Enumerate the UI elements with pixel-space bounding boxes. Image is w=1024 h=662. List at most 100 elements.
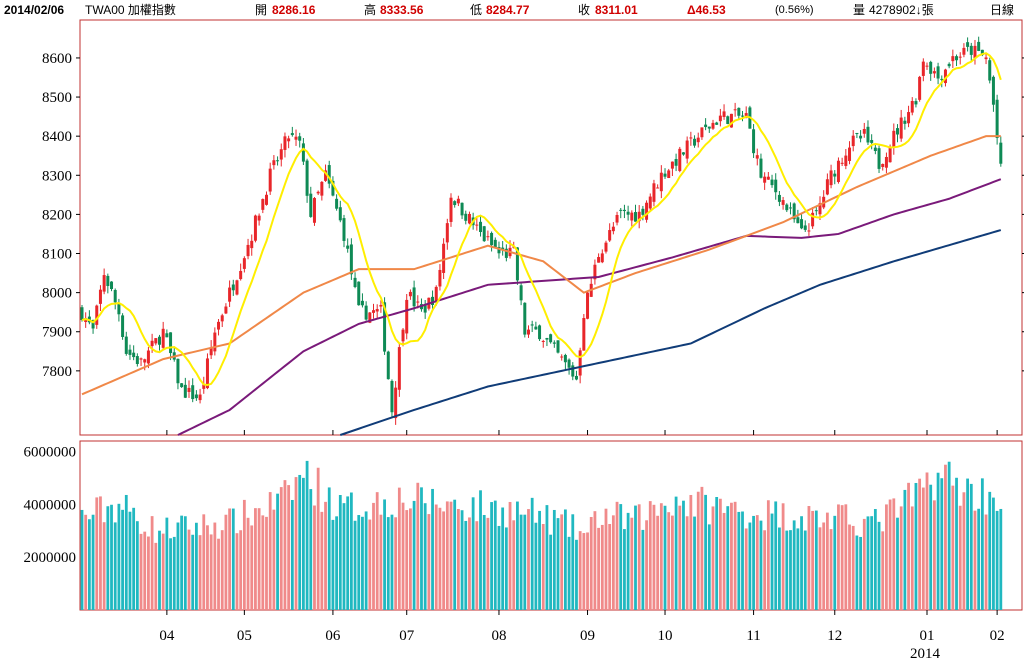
candle-body: [951, 56, 955, 62]
candle-body: [146, 350, 150, 364]
candle-body: [464, 213, 468, 221]
volume-bar: [563, 509, 567, 610]
volume-value: 4278902↓張: [869, 3, 934, 17]
candle-body: [611, 226, 615, 232]
volume-bar: [722, 512, 726, 610]
volume-bar: [431, 488, 434, 610]
candle-body: [261, 199, 265, 210]
volume-bar: [862, 518, 866, 610]
candle-body: [825, 179, 829, 195]
volume-bar: [907, 482, 910, 610]
price-tick-label: 7800: [42, 364, 72, 380]
volume-bar: [785, 530, 789, 610]
volume-bar: [575, 539, 578, 610]
candle-body: [674, 158, 678, 166]
volume-bar: [504, 527, 508, 610]
candle-body: [991, 76, 995, 105]
volume-bar: [361, 516, 364, 610]
volume-bar: [475, 521, 479, 610]
candle-body: [873, 147, 877, 152]
volume-bar: [87, 519, 91, 610]
volume-bar: [995, 510, 999, 610]
candle-body: [966, 42, 970, 47]
volume-bar: [958, 505, 962, 610]
volume-bar: [730, 502, 733, 610]
candle-body: [973, 45, 977, 59]
volume-bar: [877, 521, 881, 610]
close-value: 8311.01: [595, 3, 638, 17]
candle-body: [346, 245, 350, 249]
candle-body: [814, 210, 818, 212]
candle-body: [851, 135, 855, 147]
volume-bar: [161, 533, 165, 610]
price-panel-frame: [79, 19, 1023, 436]
volume-bar: [988, 491, 992, 610]
change-percent: (0.56%): [775, 4, 814, 16]
ma-mid-line: [81, 135, 1001, 396]
candle-body: [504, 248, 508, 258]
candle-body: [663, 173, 667, 177]
candle-body: [242, 258, 246, 269]
volume-bar: [630, 517, 634, 610]
candle-body: [386, 351, 390, 380]
volume-bar: [541, 523, 545, 610]
candle-body: [353, 277, 357, 288]
volume-bar: [549, 534, 553, 610]
candle-body: [604, 242, 608, 252]
volume-bar: [803, 530, 807, 610]
volume-bar: [206, 525, 209, 610]
candle-body: [884, 156, 888, 168]
candle-body: [449, 197, 453, 222]
candle-body: [515, 247, 519, 281]
candle-body: [305, 160, 309, 196]
candle-body: [593, 264, 597, 280]
candle-body: [859, 135, 863, 139]
volume-bar: [497, 525, 501, 610]
volume-bar: [132, 507, 136, 610]
volume-bar: [663, 505, 667, 610]
volume-bar: [290, 499, 294, 610]
volume-bar: [748, 522, 752, 610]
candle-body: [456, 198, 460, 204]
candle-body: [984, 57, 988, 60]
candle-body: [929, 61, 933, 74]
volume-bar: [634, 505, 637, 610]
candle-body: [431, 296, 435, 305]
volume-bar: [150, 516, 154, 610]
candle-body: [375, 309, 379, 312]
month-label: 06: [325, 628, 341, 644]
volume-bar: [678, 505, 682, 610]
candle-body: [836, 160, 840, 182]
close-label: 收: [578, 3, 591, 17]
candle-body: [696, 137, 700, 143]
volume-bar: [671, 515, 674, 610]
candle-body: [578, 350, 582, 376]
volume-bar: [707, 524, 711, 610]
volume-bar: [508, 501, 512, 610]
volume-bar: [368, 519, 372, 610]
candle-body: [294, 136, 298, 140]
volume-bar: [984, 514, 988, 610]
volume-bar: [187, 529, 191, 610]
candle-body: [80, 307, 84, 321]
volume-bar: [313, 505, 316, 610]
candle-body: [641, 208, 645, 215]
candle-body: [707, 126, 711, 129]
candle-body: [969, 45, 973, 55]
volume-bar: [545, 505, 549, 610]
candle-body: [552, 342, 556, 344]
volume-bar: [420, 487, 423, 610]
volume-bar: [324, 501, 327, 610]
volume-bar: [918, 478, 922, 610]
candle-body: [523, 302, 527, 335]
candle-body: [327, 165, 331, 184]
volume-bar: [848, 524, 851, 610]
volume-bar: [261, 515, 265, 610]
volume-tick-label: 4000000: [24, 497, 77, 513]
volume-bar: [881, 531, 885, 610]
volume-bar: [379, 514, 383, 610]
volume-bar: [235, 533, 239, 610]
volume-bar: [837, 504, 840, 610]
volume-bar: [527, 509, 530, 610]
